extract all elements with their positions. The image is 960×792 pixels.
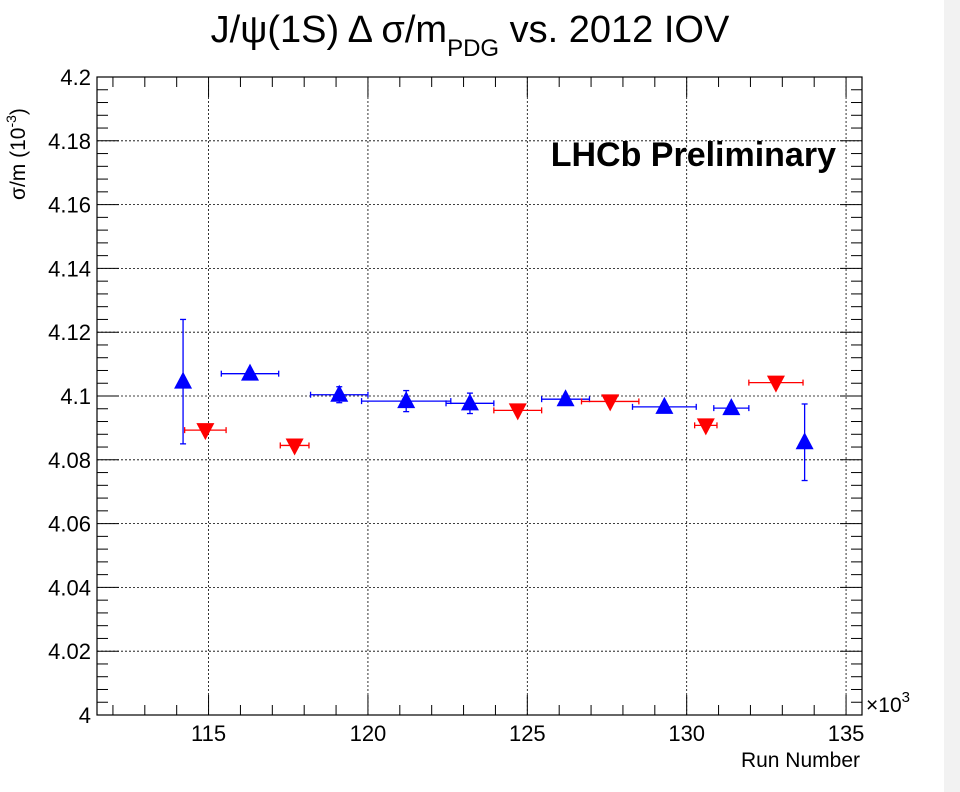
marker-triangle-up — [722, 398, 741, 416]
title-suffix: vs. 2012 IOV — [499, 9, 730, 51]
title-subscript: PDG — [447, 35, 499, 62]
y-axis-tick-labels: 4 4.02 4.04 4.06 4.08 4.1 4.12 4.14 4.16 4.18 4.2 — [48, 65, 91, 728]
x-axis-tick-labels: 115 120 125 130 135 — [191, 721, 864, 746]
marker-triangle-up — [795, 432, 814, 450]
y-tick-label: 4.02 — [48, 639, 91, 664]
marker-triangle-down — [196, 423, 215, 441]
data-point — [279, 438, 310, 456]
series-triangle-down — [184, 375, 804, 456]
data-point — [309, 384, 369, 404]
marker-triangle-down — [601, 394, 620, 412]
marker-triangle-up — [174, 371, 193, 389]
marker-triangle-up — [397, 391, 416, 409]
y-tick-label: 4.16 — [48, 193, 91, 218]
series-triangle-up — [174, 318, 814, 482]
right-edge-strip — [944, 0, 960, 792]
data-point — [360, 389, 452, 413]
marker-triangle-up — [330, 384, 349, 402]
y-tick-label: 4.08 — [48, 448, 91, 473]
y-tick-label: 4 — [79, 703, 91, 728]
marker-triangle-up — [655, 396, 674, 414]
marker-triangle-up — [241, 363, 259, 381]
x-tick-label: 130 — [668, 721, 705, 746]
y-tick-label: 4.14 — [48, 256, 91, 281]
x-axis-ticks — [112, 77, 847, 715]
data-point — [694, 418, 718, 436]
marker-triangle-up — [460, 393, 479, 411]
data-point — [580, 394, 640, 412]
data-point — [748, 375, 804, 393]
y-tick-label: 4.1 — [60, 384, 91, 409]
x-tick-label: 115 — [191, 721, 226, 746]
data-point — [493, 403, 543, 421]
x-tick-label: 120 — [350, 721, 387, 746]
data-point — [220, 363, 280, 381]
data-point — [174, 318, 193, 445]
marker-triangle-up — [556, 389, 575, 407]
y-tick-label: 4.12 — [48, 320, 91, 345]
y-axis-label: σ/m (10-3) — [3, 108, 30, 200]
marker-triangle-down — [508, 403, 527, 421]
y-tick-label: 4.04 — [48, 575, 91, 600]
grid-lines — [97, 77, 862, 715]
x-axis-label: Run Number — [741, 749, 860, 772]
y-tick-label: 4.06 — [48, 512, 91, 537]
data-point — [631, 396, 697, 414]
data-point — [445, 392, 495, 415]
marker-triangle-down — [766, 375, 785, 393]
marker-triangle-down — [285, 438, 304, 456]
marker-triangle-down — [696, 418, 715, 436]
chart-title: J/ψ(1S) Δ σ/mPDG vs. 2012 IOV — [211, 9, 730, 62]
x-tick-label: 135 — [828, 721, 865, 746]
y-tick-label: 4.2 — [60, 65, 91, 90]
data-point — [184, 423, 227, 441]
lhcb-preliminary-label: LHCb Preliminary — [551, 136, 836, 174]
title-main: J/ψ(1S) Δ σ/m — [211, 9, 447, 51]
data-point — [795, 403, 814, 482]
data-point — [541, 389, 591, 407]
data-point — [713, 398, 750, 416]
y-axis-ticks — [97, 76, 862, 716]
y-tick-label: 4.18 — [48, 129, 91, 154]
x-tick-label: 125 — [509, 721, 546, 746]
data-series — [174, 318, 814, 482]
x-axis-multiplier: ×103 — [866, 689, 910, 717]
